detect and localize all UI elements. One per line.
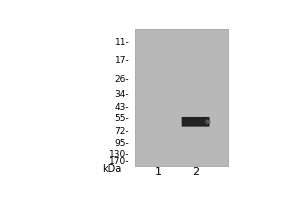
Text: 26-: 26- (115, 75, 129, 84)
Text: 1: 1 (155, 167, 162, 177)
Text: 17-: 17- (115, 56, 129, 65)
Text: 43-: 43- (115, 103, 129, 112)
Text: kDa: kDa (102, 164, 121, 174)
Text: 55-: 55- (115, 114, 129, 123)
Text: 34-: 34- (115, 90, 129, 99)
Text: 72-: 72- (115, 127, 129, 136)
FancyBboxPatch shape (182, 117, 209, 127)
Text: 170-: 170- (109, 157, 129, 166)
Bar (135, 29, 228, 166)
Text: 95-: 95- (115, 139, 129, 148)
Text: 130-: 130- (109, 150, 129, 159)
Text: 2: 2 (192, 167, 199, 177)
Text: 11-: 11- (115, 38, 129, 47)
